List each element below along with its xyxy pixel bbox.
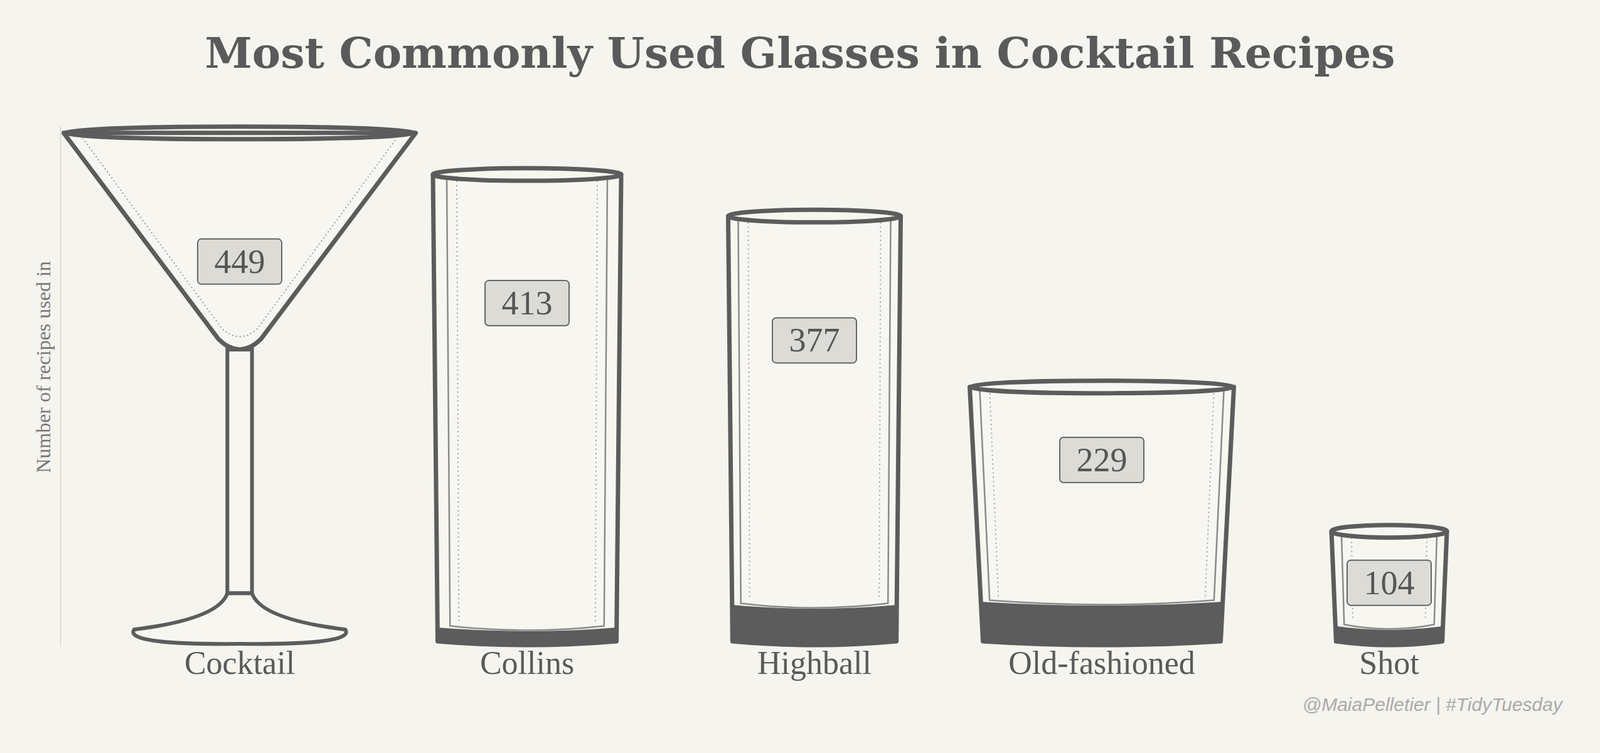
chart: Most Commonly Used Glasses in Cocktail R…	[0, 0, 1600, 753]
glass-inner-dots	[748, 222, 881, 600]
glass	[1331, 525, 1447, 646]
glass-body	[728, 215, 902, 646]
glass-inner-dots	[456, 180, 598, 622]
x-tick-label: Old-fashioned	[1008, 645, 1195, 681]
glass-stem	[227, 349, 252, 593]
data-label: 229	[1076, 441, 1128, 479]
data-label-box	[772, 317, 857, 363]
glass-rim	[432, 168, 622, 181]
glass	[728, 209, 902, 646]
glass-inner	[446, 178, 608, 630]
glass	[432, 168, 622, 646]
glass-rim	[970, 380, 1235, 394]
data-label: 104	[1364, 564, 1415, 602]
x-axis: Cocktail Collins Highball Old-fashioned Shot	[184, 645, 1420, 681]
x-tick: Highball	[757, 645, 872, 681]
glass-rim	[1331, 525, 1447, 538]
glass-body	[970, 387, 1235, 646]
data-label-box	[197, 239, 282, 285]
data-label: 413	[501, 284, 553, 322]
glass-body	[432, 174, 622, 646]
glass-rim	[728, 209, 902, 223]
y-axis-line	[60, 126, 62, 646]
glass-bowl	[64, 133, 416, 350]
y-axis	[60, 126, 61, 646]
background	[0, 0, 1600, 753]
data-label: 377	[789, 321, 841, 359]
glass-base	[1335, 626, 1443, 646]
data-labels: 449 413 377 229 104	[197, 239, 1432, 606]
glass-base	[732, 606, 897, 646]
x-tick: Old-fashioned	[1008, 645, 1195, 681]
plot-area	[64, 126, 1448, 646]
x-tick: Shot	[1359, 645, 1420, 681]
glass	[970, 380, 1235, 646]
glass-inner	[1341, 535, 1437, 630]
glass-inner-dots	[990, 393, 1215, 597]
data-label-box	[1347, 560, 1432, 606]
data-label: 449	[214, 242, 266, 281]
glass-inner	[738, 219, 891, 608]
caption: @MaiaPelletier | #TidyTuesday	[1302, 693, 1564, 715]
data-label-box	[1059, 437, 1144, 483]
x-tick-label: Highball	[757, 645, 872, 681]
x-tick-label: Collins	[480, 645, 575, 681]
y-axis-title: Number of recipes used in	[32, 261, 55, 474]
glass-base	[980, 602, 1223, 646]
x-tick-label: Cocktail	[184, 645, 295, 681]
title: Most Commonly Used Glasses in Cocktail R…	[205, 27, 1396, 78]
glass-inner	[82, 138, 398, 337]
glass-rim	[64, 126, 416, 140]
glass	[64, 126, 416, 644]
glass-body	[1331, 531, 1447, 646]
x-tick: Collins	[480, 645, 575, 681]
x-tick-label: Shot	[1359, 645, 1420, 681]
x-tick: Cocktail	[184, 645, 295, 681]
glass-inner	[980, 390, 1225, 605]
data-label-box	[485, 280, 570, 326]
glass-foot	[133, 592, 346, 644]
